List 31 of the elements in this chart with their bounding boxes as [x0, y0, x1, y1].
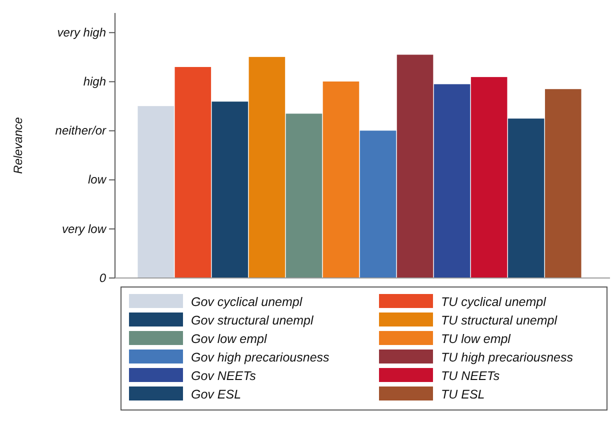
annotation: neither/or [55, 124, 107, 138]
legend-label: TU high precariousness [441, 350, 574, 364]
legend-label: Gov NEETs [191, 369, 256, 383]
legend-label: Gov high precariousness [191, 350, 330, 364]
bar [434, 84, 470, 278]
bar [212, 102, 248, 278]
annotation: low [88, 172, 108, 187]
legend-label: Gov ESL [191, 388, 242, 402]
legend-label: TU ESL [441, 388, 485, 402]
bar [174, 66, 212, 278]
legend-label: TU NEETs [441, 369, 500, 383]
bar [544, 89, 582, 278]
bar [138, 106, 174, 278]
bar [470, 77, 508, 278]
annotation: 0 [99, 270, 106, 285]
y-axis-title: Relevance [11, 116, 25, 174]
legend-label: Gov structural unempl [191, 314, 314, 328]
bar [360, 130, 396, 278]
bar [508, 118, 544, 278]
annotation: very low [62, 222, 108, 236]
legend-label: Gov low empl [191, 332, 268, 346]
bar [248, 56, 286, 278]
bar [322, 82, 360, 278]
bar [286, 114, 322, 278]
legend-label: Gov cyclical unempl [191, 295, 304, 309]
legend-label: TU structural unempl [441, 314, 558, 328]
text: very high [57, 25, 106, 40]
bar [396, 54, 434, 278]
legend-label: TU low empl [441, 332, 512, 346]
legend-label: TU cyclical unempl [441, 295, 548, 309]
annotation: high [83, 74, 106, 89]
